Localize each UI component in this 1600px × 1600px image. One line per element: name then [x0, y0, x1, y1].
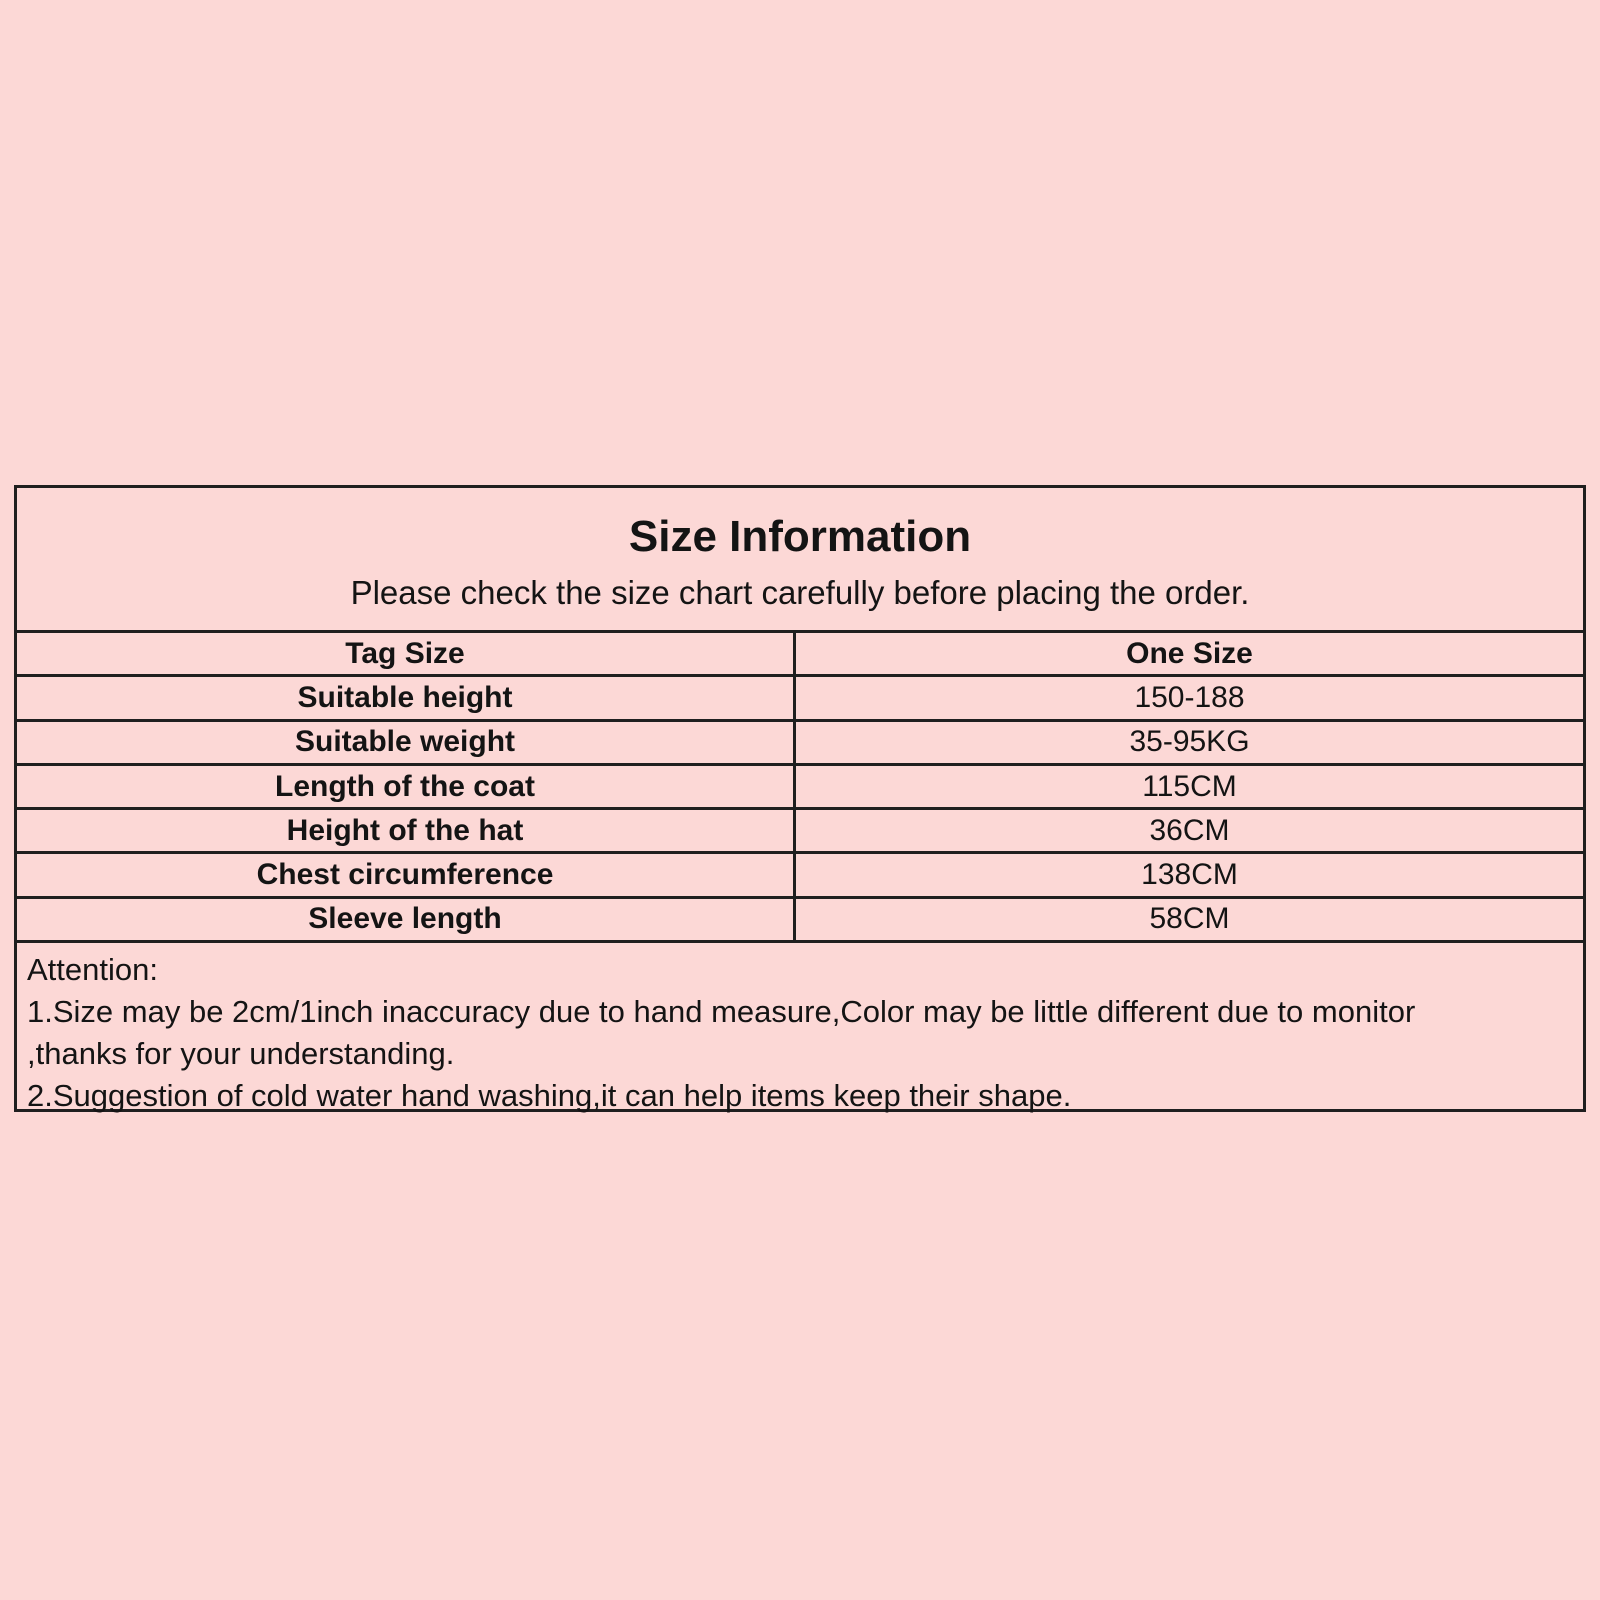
attention-note: Attention: 1.Size may be 2cm/1inch inacc…: [17, 943, 1583, 1117]
row-value-suitable-weight: 35-95KG: [796, 722, 1583, 766]
attention-line-3: 2.Suggestion of cold water hand washing,…: [27, 1078, 1072, 1114]
column-header-one-size: One Size: [796, 633, 1583, 678]
row-value-suitable-height: 150-188: [796, 677, 1583, 722]
size-chart-panel: Size Information Please check the size c…: [14, 485, 1586, 1113]
attention-line-2: ,thanks for your understanding.: [27, 1036, 455, 1072]
row-value-length-of-coat: 115CM: [796, 766, 1583, 811]
size-table: Tag Size One Size Suitable height 150-18…: [17, 633, 1583, 944]
row-label-length-of-coat: Length of the coat: [17, 765, 796, 811]
row-label-height-of-hat: Height of the hat: [17, 810, 796, 855]
page-title: Size Information: [628, 511, 972, 561]
row-value-height-of-hat: 36CM: [796, 810, 1583, 855]
row-label-suitable-weight: Suitable weight: [17, 721, 796, 766]
attention-line-1: 1.Size may be 2cm/1inch inaccuracy due t…: [27, 994, 1416, 1030]
size-chart-header: Size Information Please check the size c…: [17, 488, 1583, 633]
row-label-chest-circumference: Chest circumference: [17, 854, 796, 899]
size-chart-subtitle: Please check the size chart carefully be…: [350, 574, 1250, 612]
row-value-sleeve-length: 58CM: [796, 899, 1583, 944]
attention-heading: Attention:: [27, 952, 158, 988]
row-label-suitable-height: Suitable height: [17, 677, 796, 722]
column-header-tag-size: Tag Size: [17, 633, 796, 678]
row-label-sleeve-length: Sleeve length: [17, 898, 796, 944]
row-value-chest-circumference: 138CM: [796, 854, 1583, 899]
